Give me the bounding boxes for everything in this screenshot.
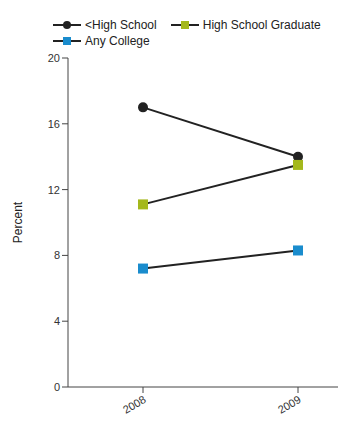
svg-text:Percent: Percent (11, 201, 25, 243)
svg-text:12: 12 (48, 184, 60, 196)
svg-text:2008: 2008 (121, 393, 148, 416)
html-text:High School Graduate: High School Graduate (202, 18, 321, 32)
html-text:<High School: <High School (85, 18, 157, 32)
svg-text:8: 8 (54, 249, 60, 261)
svg-text:4: 4 (54, 315, 60, 327)
html-text:Any College: Any College (85, 34, 150, 48)
svg-text:2009: 2009 (276, 393, 303, 416)
svg-text:20: 20 (48, 52, 60, 64)
svg-text:16: 16 (48, 118, 60, 130)
svg-text:0: 0 (54, 381, 60, 393)
